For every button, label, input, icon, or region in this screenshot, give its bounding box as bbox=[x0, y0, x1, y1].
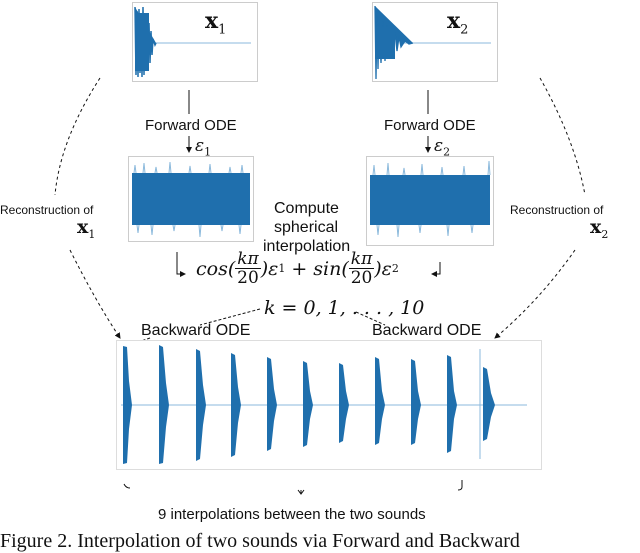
eps1-label: ε1 bbox=[195, 136, 211, 158]
formula-plus: + bbox=[291, 257, 308, 280]
recon-x1-sub: 1 bbox=[88, 227, 96, 241]
fraction-1-num: kπ bbox=[235, 249, 261, 269]
formula-cos: cos( bbox=[196, 257, 236, 280]
x1-var: x bbox=[205, 8, 219, 34]
eps2-sub: 2 bbox=[443, 145, 451, 159]
signal-x1-plot bbox=[132, 2, 258, 82]
x2-sub: 2 bbox=[460, 22, 469, 38]
figure-caption: Figure 2. Interpolation of two sounds vi… bbox=[0, 530, 520, 552]
formula-eps1-sub: 1 bbox=[278, 262, 286, 275]
backward-ode-right-label: Backward ODE bbox=[372, 322, 482, 339]
formula-fraction-2: kπ 20 bbox=[348, 249, 375, 288]
x2-label: x2 bbox=[447, 8, 468, 37]
fraction-2-den: 20 bbox=[350, 268, 373, 288]
recon-x2-var: x bbox=[590, 216, 602, 238]
x2-var: x bbox=[447, 8, 461, 34]
formula-sin: sin( bbox=[313, 257, 349, 280]
compute-label-line2: spherical bbox=[274, 219, 339, 236]
signal-x2-plot bbox=[372, 2, 498, 82]
waveform-x1 bbox=[134, 6, 251, 78]
noise-eps2-plot bbox=[366, 156, 494, 246]
x1-label: x1 bbox=[205, 8, 226, 37]
fraction-2-num: kπ bbox=[348, 249, 375, 269]
noise-waveform-eps1 bbox=[132, 161, 250, 238]
formula-k-range: k = 0, 1, . . . , 10 bbox=[264, 297, 425, 319]
reconstruction-left-var: x1 bbox=[77, 216, 95, 241]
fraction-1-den: 20 bbox=[237, 268, 259, 288]
forward-ode-left-label: Forward ODE bbox=[145, 117, 237, 134]
interpolation-waveforms bbox=[121, 345, 527, 464]
eps2-var: ε bbox=[434, 136, 444, 156]
interpolations-label: 9 interpolations between the two sounds bbox=[158, 506, 426, 523]
reconstruction-right-label: Reconstruction of bbox=[510, 203, 604, 217]
noise-waveform-eps2 bbox=[370, 160, 491, 238]
formula-eps2-sub: 2 bbox=[391, 262, 399, 275]
interpolations-plot bbox=[116, 340, 542, 470]
formula-close-paren-1: ) bbox=[260, 257, 269, 280]
waveform-x2 bbox=[374, 5, 491, 80]
eps1-sub: 1 bbox=[204, 145, 212, 159]
forward-ode-right-label: Forward ODE bbox=[384, 117, 476, 134]
eps1-var: ε bbox=[195, 136, 205, 156]
eps2-label: ε2 bbox=[434, 136, 450, 158]
formula-close-paren-2: ) bbox=[374, 257, 382, 280]
recon-x2-sub: 2 bbox=[601, 227, 609, 241]
noise-eps1-plot bbox=[128, 156, 254, 242]
reconstruction-left-label: Reconstruction of bbox=[0, 203, 94, 217]
x1-sub: 1 bbox=[218, 22, 227, 38]
formula-eps2: ε bbox=[381, 257, 392, 280]
backward-ode-left-label: Backward ODE bbox=[141, 322, 251, 339]
formula-fraction-1: kπ 20 bbox=[235, 249, 261, 288]
compute-label-line1: Compute bbox=[274, 200, 339, 217]
recon-x1-var: x bbox=[77, 216, 89, 238]
compute-label-line3: interpolation bbox=[263, 238, 351, 255]
formula-eps1: ε bbox=[268, 257, 279, 280]
reconstruction-right-var: x2 bbox=[590, 216, 608, 241]
